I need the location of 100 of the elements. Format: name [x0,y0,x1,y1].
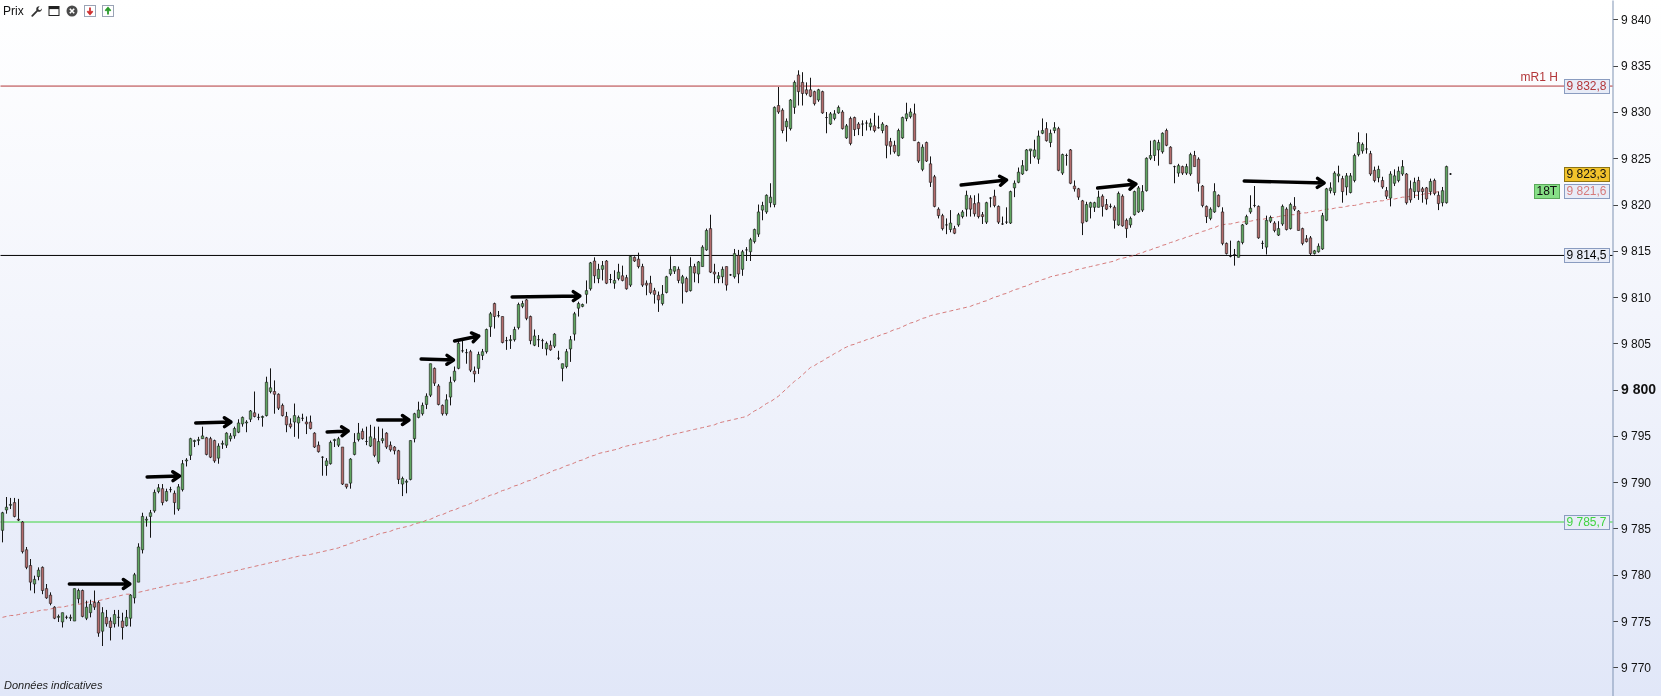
candlestick [1417,176,1420,201]
candlestick [669,255,672,277]
candlestick [741,249,744,277]
annotation: mR1 H [1519,70,1559,86]
candlestick [217,442,220,465]
candlestick [1161,131,1164,155]
candlestick [1253,185,1256,208]
candlestick [1413,177,1416,199]
candlestick [649,275,652,295]
y-tick-label: 9 820 [1621,198,1652,213]
y-tick-label: 9 825 [1621,151,1652,166]
candlestick [657,291,660,313]
candlestick [273,379,276,415]
candlestick [725,266,728,292]
candlestick [285,411,288,433]
candlestick [373,426,376,458]
y-tick-label: 9 805 [1621,336,1652,351]
candlestick [1309,235,1312,256]
candlestick [585,279,588,305]
candlestick [661,284,664,306]
ref-line-label: 9 785,7 [1563,514,1610,530]
candlestick [161,483,164,506]
candlestick [1365,132,1368,155]
y-tick-label: 9 785 [1621,521,1652,536]
candlestick [781,107,784,134]
candlestick [541,338,544,350]
candlestick [449,376,452,406]
candlestick [597,263,600,284]
candlestick [949,209,952,233]
candlestick [477,351,480,375]
y-tick-label: 9 815 [1621,244,1652,259]
candlestick [153,489,156,514]
candlestick [1249,194,1252,215]
candlestick [1437,191,1440,211]
candlestick [365,426,368,446]
candlestick [469,349,472,373]
annotation: Données indicatives [4,679,103,691]
candlestick [997,204,1000,225]
candlestick [121,612,124,641]
y-tick-label: 9 840 [1621,12,1652,27]
candlestick [573,311,576,342]
y-tick-label: 9 800 [1621,381,1657,398]
candlestick [357,422,360,442]
chart-title: Prix [3,3,24,18]
candlestick [485,328,488,355]
y-tick-label: 9 775 [1621,614,1652,629]
candlestick [825,111,828,134]
candlestick [1341,175,1344,204]
candlestick [605,259,608,285]
candlestick [1101,193,1104,218]
candlestick [1081,199,1084,236]
candlestick [757,204,760,238]
candlestick [517,302,520,330]
candlestick [253,391,256,418]
candlestick [797,69,800,107]
y-tick-label: 9 770 [1621,660,1652,675]
candlestick [613,269,616,290]
candlestick [885,124,888,159]
candlestick [965,190,968,218]
candlestick [1,511,4,543]
annotation: 18T [1533,184,1561,200]
ref-line-label: 9 814,5 [1563,247,1610,263]
candlestick [109,616,112,641]
candlestick [1281,204,1284,227]
candlestick [973,194,976,218]
y-tick-label: 9 810 [1621,290,1652,305]
candlestick [877,115,880,130]
candlestick [1033,139,1036,159]
annotation: 9 823,3 [1563,166,1610,182]
candlestick [149,509,152,539]
candlestick [569,335,572,363]
candlestick [737,249,740,284]
candlestick [865,119,868,131]
candlestick [1189,152,1192,177]
y-tick-label: 9 790 [1621,475,1652,490]
candlestick [1045,121,1048,143]
candlestick [329,440,332,466]
candlestick [1037,130,1040,165]
candlestick [537,334,540,348]
candlestick [1141,184,1144,213]
candlestick [873,112,876,133]
candlestick [117,609,120,628]
candlestick [969,194,972,218]
annotation: 9 821,6 [1563,184,1610,200]
candlestick [977,192,980,219]
candlestick [601,260,604,281]
candlestick [293,403,296,438]
y-tick-label: 9 795 [1621,429,1652,444]
candlestick [565,348,568,369]
candlestick [173,490,176,516]
candlestick [377,426,380,465]
y-tick-label: 9 780 [1621,568,1652,583]
y-tick-label: 9 835 [1621,59,1652,74]
candlestick [1357,131,1360,157]
y-tick-label: 9 830 [1621,105,1652,120]
candlestick [101,606,104,647]
candlestick [297,415,300,440]
candlestick [1345,172,1348,196]
candlestick [1133,190,1136,217]
ref-line-label: 9 832,8 [1563,78,1610,94]
